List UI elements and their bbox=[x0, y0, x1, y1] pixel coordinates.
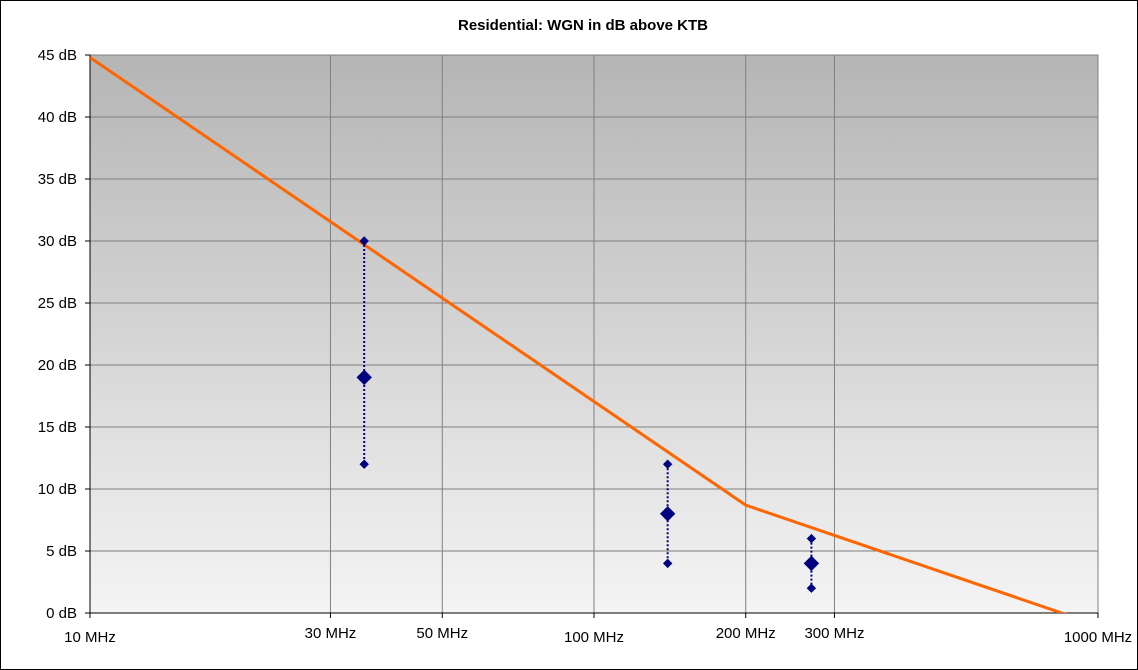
y-tick-labels: 0 dB 5 dB 10 dB 15 dB 20 dB 25 dB 30 dB 35 dB 40… bbox=[38, 47, 77, 622]
y-tick-label: 10 dB bbox=[38, 481, 77, 498]
x-tick-label: 10 MHz bbox=[64, 629, 116, 646]
y-tick-label: 0 dB bbox=[46, 605, 77, 622]
x-tick-label: 100 MHz bbox=[564, 629, 624, 646]
axes bbox=[85, 54, 1099, 618]
curve-line bbox=[90, 56, 1067, 613]
median-point bbox=[356, 369, 372, 386]
chart-title: Residential: WGN in dB above KTB bbox=[458, 17, 708, 34]
x-tick-label: 200 MHz bbox=[716, 625, 776, 642]
y-tick-label: 35 dB bbox=[38, 171, 77, 188]
y-tick-label: 15 dB bbox=[38, 419, 77, 436]
y-tick-label: 45 dB bbox=[38, 47, 77, 64]
x-tick-label: 1000 MHz bbox=[1064, 629, 1132, 646]
y-tick-label: 30 dB bbox=[38, 233, 77, 250]
x-tick-label: 50 MHz bbox=[416, 625, 468, 642]
x-tick-label: 30 MHz bbox=[305, 625, 357, 642]
y-tick-label: 25 dB bbox=[38, 295, 77, 312]
high-point bbox=[806, 533, 817, 544]
x-tick-labels: 10 MHz 30 MHz 50 MHz 100 MHz 200 MHz 300 MHz 1… bbox=[64, 625, 1132, 646]
median-point bbox=[803, 555, 820, 572]
low-point bbox=[662, 558, 673, 569]
y-tick-label: 40 dB bbox=[38, 109, 77, 126]
y-tick-label: 20 dB bbox=[38, 357, 77, 374]
high-point bbox=[662, 459, 673, 469]
low-point bbox=[806, 583, 817, 593]
high-point bbox=[359, 236, 369, 246]
median-point bbox=[659, 506, 676, 522]
series-curve bbox=[90, 56, 1067, 613]
y-tick-label: 5 dB bbox=[46, 543, 77, 560]
grid bbox=[90, 54, 1098, 613]
x-tick-label: 300 MHz bbox=[804, 625, 864, 642]
low-point bbox=[359, 459, 369, 469]
series-points bbox=[356, 236, 820, 593]
